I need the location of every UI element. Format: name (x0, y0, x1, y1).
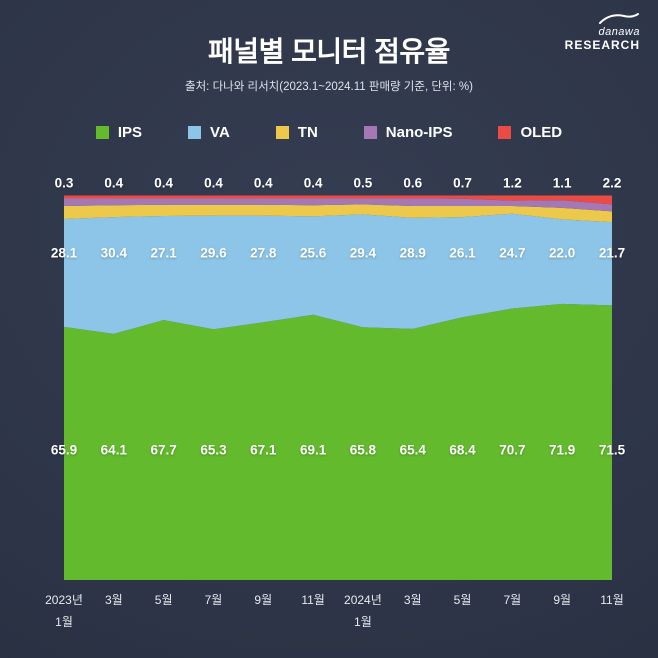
value-label-va: 28.1 (50, 245, 78, 261)
page-subtitle: 출처: 다나와 리서치(2023.1~2024.11 판매량 기준, 단위: %… (185, 81, 473, 93)
legend: IPS VA TN Nano-IPS OLED (0, 124, 658, 141)
value-label-va: 22.0 (549, 245, 576, 261)
area-nano-ips (64, 197, 612, 212)
legend-label: IPS (117, 124, 143, 141)
legend-swatch-ips (95, 126, 109, 139)
legend-item-oled: OLED (498, 124, 562, 141)
value-label-oled: 0.4 (253, 175, 273, 191)
value-label-ips: 67.7 (150, 442, 177, 458)
value-label-va: 28.9 (399, 245, 426, 261)
legend-label: Nano-IPS (385, 124, 453, 141)
value-label-ips: 71.9 (549, 442, 576, 458)
value-label-ips: 65.9 (50, 442, 78, 458)
danawa-swoosh-icon (599, 13, 639, 24)
x-tick-label: 5월 (154, 593, 173, 607)
x-tick-label: 11월 (600, 593, 624, 607)
value-label-va: 24.7 (499, 245, 526, 261)
logo-sub-text: RESEARCH (564, 38, 640, 52)
area-va (64, 213, 612, 334)
value-label-ips: 65.3 (200, 442, 227, 458)
legend-item-va: VA (188, 124, 230, 141)
danawa-research-logo: danawa RESEARCH (565, 12, 640, 52)
value-label-oled: 0.5 (353, 175, 373, 191)
value-label-oled: 0.4 (303, 175, 323, 191)
value-label-va: 30.4 (100, 245, 127, 261)
value-label-oled: 1.2 (502, 175, 522, 191)
value-label-oled: 0.3 (54, 175, 74, 191)
area-tn (64, 204, 612, 223)
value-label-va: 27.8 (250, 245, 277, 261)
value-label-oled: 2.2 (602, 175, 622, 191)
legend-label: TN (297, 124, 318, 141)
value-label-ips: 65.4 (399, 442, 426, 458)
value-label-oled: 0.4 (154, 175, 174, 191)
value-label-ips: 64.1 (100, 442, 127, 458)
value-label-oled: 0.6 (403, 175, 423, 191)
x-tick-label: 7월 (204, 593, 223, 607)
value-label-va: 29.6 (200, 245, 227, 261)
value-label-ips: 70.7 (499, 442, 526, 458)
value-label-va: 27.1 (150, 245, 177, 261)
x-tick-label: 7월 (503, 593, 522, 607)
x-tick-label: 5월 (453, 593, 472, 607)
legend-swatch-tn (275, 126, 289, 139)
value-label-va: 25.6 (299, 245, 327, 261)
x-tick-label: 9월 (254, 593, 273, 607)
area-ips (64, 303, 612, 580)
value-label-ips: 65.8 (349, 442, 377, 458)
value-label-ips: 67.1 (250, 442, 277, 458)
legend-item-ips: IPS (95, 124, 143, 141)
page-title: 패널별 모니터 점유율 (208, 36, 450, 67)
legend-label: VA (210, 124, 230, 141)
value-label-va: 26.1 (449, 245, 476, 261)
value-label-ips: 69.1 (299, 442, 327, 458)
legend-swatch-va (188, 126, 202, 139)
x-tick-label: 3월 (403, 593, 422, 607)
logo-brand-text: danawa (598, 26, 640, 38)
value-label-oled: 0.4 (104, 175, 124, 191)
legend-swatch-oled (498, 126, 512, 139)
value-label-oled: 0.7 (453, 175, 472, 191)
value-label-va: 29.4 (349, 245, 377, 261)
value-label-oled: 0.4 (204, 175, 223, 191)
legend-label: OLED (520, 124, 563, 141)
legend-item-nano-ips: Nano-IPS (363, 124, 453, 141)
value-label-ips: 68.4 (449, 442, 476, 458)
x-tick-label: 3월 (104, 593, 123, 607)
x-tick-label: 2023년 1월 (45, 593, 83, 629)
legend-swatch-nano-ips (363, 126, 377, 139)
value-label-ips: 71.5 (598, 442, 626, 458)
value-label-oled: 1.1 (552, 175, 572, 191)
legend-item-tn: TN (275, 124, 318, 141)
x-tick-label: 11월 (301, 593, 325, 607)
value-label-va: 21.7 (598, 245, 626, 261)
x-tick-label: 9월 (553, 593, 572, 607)
x-tick-label: 2024년 1월 (344, 593, 382, 629)
